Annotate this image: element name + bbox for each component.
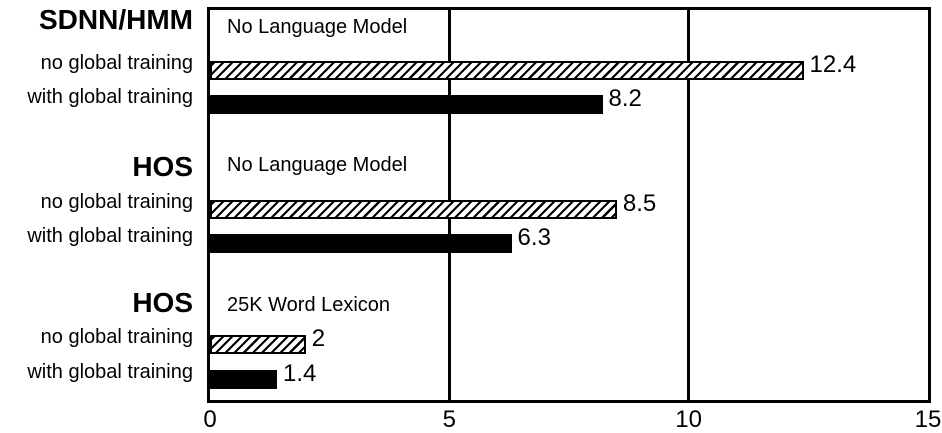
row-label-column: SDNN/HMM no global training with global tr… xyxy=(0,0,193,433)
value-label: 1.4 xyxy=(283,360,317,387)
group-header-label: HOS xyxy=(132,287,193,318)
bar-hatched xyxy=(210,200,617,219)
group-header-label: SDNN/HMM xyxy=(39,4,193,35)
bar-hatched xyxy=(210,61,804,80)
bar-solid xyxy=(210,95,603,114)
x-tick-label: 10 xyxy=(675,406,702,433)
bar-hatched xyxy=(210,335,306,354)
x-tick-label: 5 xyxy=(442,406,456,433)
row-label: no global training xyxy=(40,52,193,74)
group-header-label: HOS xyxy=(132,151,193,182)
value-label: 8.2 xyxy=(608,85,642,112)
plot-area: No Language Model 12.4 8.2 No Language Mode… xyxy=(207,7,931,403)
row-label: with global training xyxy=(27,225,193,247)
value-label: 2 xyxy=(311,325,326,352)
x-tick-label: 0 xyxy=(203,406,217,433)
value-label: 8.5 xyxy=(622,190,657,217)
row-label: no global training xyxy=(40,191,193,213)
condition-label: 25K Word Lexicon xyxy=(227,294,391,316)
condition-label: No Language Model xyxy=(227,154,408,176)
bar-solid xyxy=(210,370,277,389)
row-label: no global training xyxy=(40,326,193,348)
row-label: with global training xyxy=(27,361,193,383)
row-label: with global training xyxy=(27,86,193,108)
condition-label: No Language Model xyxy=(227,16,408,38)
value-label: 6.3 xyxy=(517,224,551,251)
gridline-x-10 xyxy=(687,10,691,400)
x-tick-label: 15 xyxy=(914,406,942,433)
value-label: 12.4 xyxy=(809,51,857,78)
bar-solid xyxy=(210,234,512,253)
